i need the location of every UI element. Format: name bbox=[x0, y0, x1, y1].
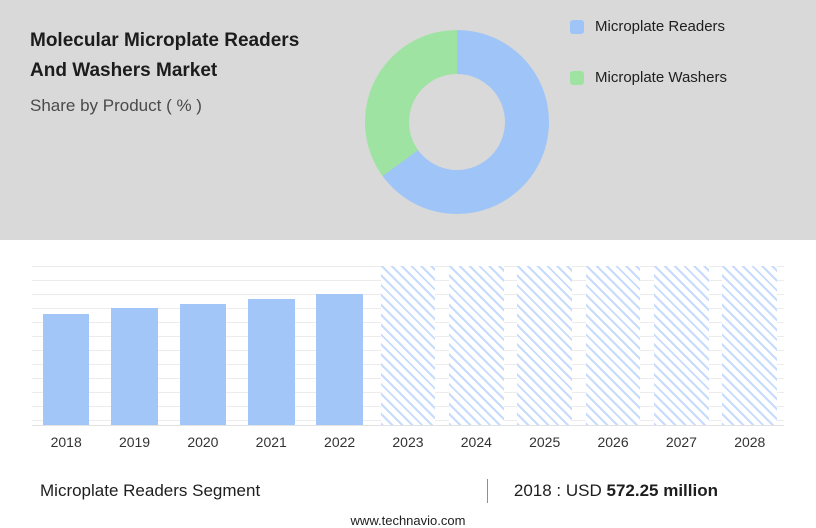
segment-label: Microplate Readers Segment bbox=[40, 481, 261, 500]
forecast-bar-2024 bbox=[448, 266, 504, 425]
headline: Molecular Microplate Readers And Washers… bbox=[30, 26, 299, 116]
value-bold: 572.25 million bbox=[606, 481, 719, 500]
x-label-2020: 2020 bbox=[187, 434, 219, 450]
bar-column-2025 bbox=[511, 266, 579, 425]
value-bar-2020 bbox=[179, 304, 227, 425]
x-label-2027: 2027 bbox=[665, 434, 697, 450]
donut-hole bbox=[409, 74, 505, 170]
website-text: www.technavio.com bbox=[350, 513, 466, 528]
title-line2: And Washers Market bbox=[30, 60, 218, 82]
header-panel: Molecular Microplate Readers And Washers… bbox=[0, 0, 816, 240]
x-label-2028: 2028 bbox=[734, 434, 766, 450]
bars-container bbox=[32, 266, 784, 425]
donut-chart bbox=[365, 30, 549, 214]
bar-chart: 2018 2019 2020 2021 2022 2023 2024 2025 2026 2027… bbox=[0, 240, 816, 450]
x-axis-labels: 2018 2019 2020 2021 2022 2023 2024 2025 2026 2027… bbox=[32, 434, 784, 450]
value-bar-2018 bbox=[42, 314, 90, 425]
caption-row: Microplate Readers Segment 2018 : USD 57… bbox=[0, 478, 816, 504]
bar-plot-area bbox=[32, 266, 784, 426]
x-label-2019: 2019 bbox=[118, 434, 151, 450]
legend-label-washers: Microplate Washers bbox=[595, 69, 727, 86]
x-label-2023: 2023 bbox=[392, 434, 424, 450]
x-label-2026: 2026 bbox=[597, 434, 629, 450]
bar-column-2020 bbox=[169, 266, 237, 425]
value-bar-2019 bbox=[111, 308, 158, 425]
legend: Microplate Readers Microplate Washers bbox=[570, 18, 727, 120]
bar-column-2026 bbox=[579, 266, 647, 425]
bar-column-2024 bbox=[442, 266, 510, 425]
legend-swatch-washers bbox=[570, 70, 584, 85]
forecast-bar-2026 bbox=[585, 266, 641, 425]
forecast-bar-2027 bbox=[654, 266, 709, 425]
bar-column-2028 bbox=[716, 266, 784, 425]
x-label-2022: 2022 bbox=[324, 434, 356, 450]
forecast-bar-2025 bbox=[517, 266, 573, 425]
bar-column-2027 bbox=[647, 266, 715, 425]
title-line1: Molecular Microplate Readers bbox=[30, 30, 300, 51]
legend-label-readers: Microplate Readers bbox=[595, 18, 726, 35]
bar-column-2019 bbox=[100, 266, 168, 425]
bar-column-2023 bbox=[374, 266, 442, 425]
page-title: Molecular Microplate Readers And Washers… bbox=[30, 26, 299, 87]
legend-item-readers: Microplate Readers bbox=[570, 18, 727, 35]
value-text: 2018 : USD 572.25 million bbox=[514, 481, 718, 501]
x-label-2025: 2025 bbox=[529, 434, 561, 450]
bar-column-2021 bbox=[237, 266, 305, 425]
forecast-bar-2023 bbox=[380, 266, 436, 425]
x-label-2021: 2021 bbox=[255, 434, 287, 450]
forecast-bar-2028 bbox=[722, 266, 778, 425]
x-label-2024: 2024 bbox=[460, 434, 492, 450]
legend-swatch-readers bbox=[570, 19, 584, 34]
legend-item-washers: Microplate Washers bbox=[570, 69, 727, 86]
bar-column-2022 bbox=[305, 266, 373, 425]
x-label-2018: 2018 bbox=[50, 434, 82, 450]
value-bar-2022 bbox=[316, 293, 363, 425]
vertical-divider bbox=[486, 479, 488, 503]
chart-subtitle: Share by Product ( % ) bbox=[30, 95, 202, 115]
bar-column-2018 bbox=[32, 266, 100, 425]
value-prefix: 2018 : USD bbox=[513, 481, 602, 500]
value-bar-2021 bbox=[248, 298, 295, 425]
